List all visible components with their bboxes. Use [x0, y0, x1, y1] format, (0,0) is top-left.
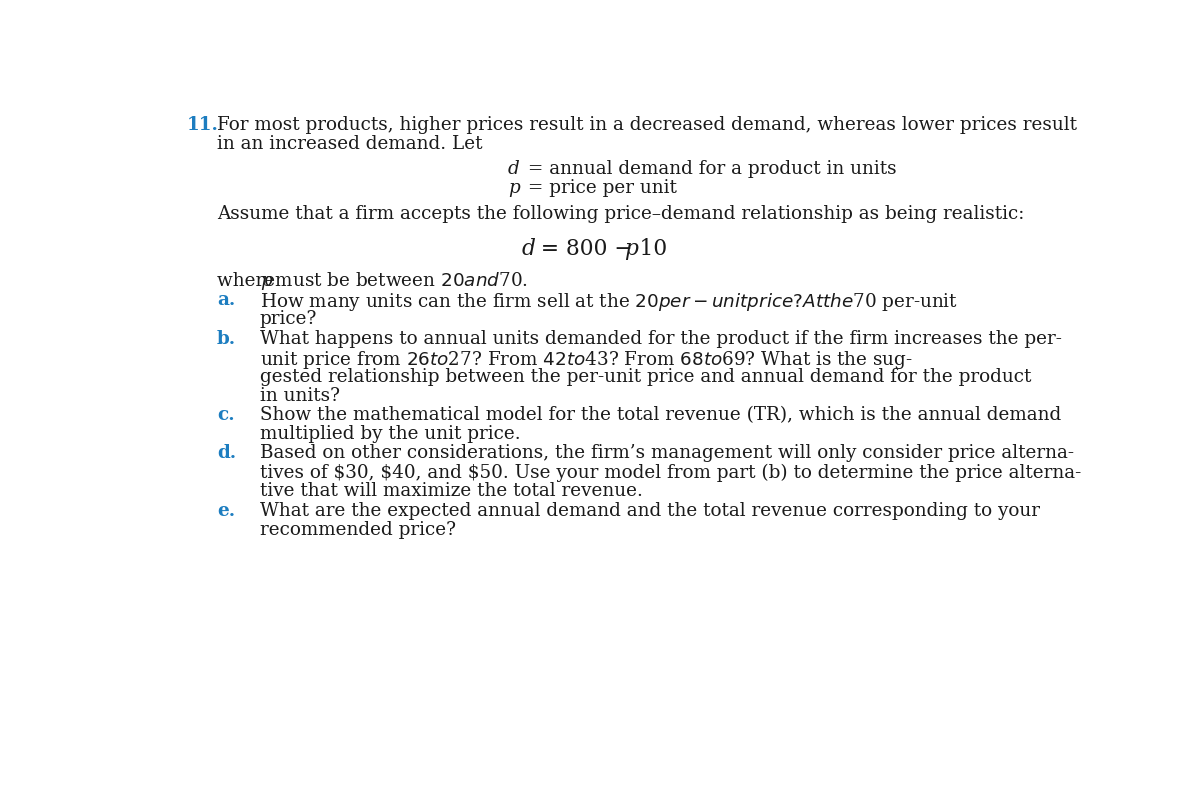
Text: What happens to annual units demanded for the product if the firm increases the : What happens to annual units demanded fo… — [259, 329, 1062, 348]
Text: For most products, higher prices result in a decreased demand, whereas lower pri: For most products, higher prices result … — [217, 116, 1076, 134]
Text: p: p — [260, 272, 272, 290]
Text: b.: b. — [217, 329, 236, 348]
Text: Assume that a firm accepts the following price–demand relationship as being real: Assume that a firm accepts the following… — [217, 205, 1025, 223]
Text: where: where — [217, 272, 281, 290]
Text: unit price from $26 to $27? From $42 to $43? From $68 to $69? What is the sug-: unit price from $26 to $27? From $42 to … — [259, 348, 913, 371]
Text: d.: d. — [217, 444, 236, 463]
Text: tive that will maximize the total revenue.: tive that will maximize the total revenu… — [259, 482, 643, 501]
Text: gested relationship between the per-unit price and annual demand for the product: gested relationship between the per-unit… — [259, 367, 1031, 386]
Text: How many units can the firm sell at the $20 per-unit price? At the $70 per-unit: How many units can the firm sell at the … — [259, 291, 958, 314]
Text: a.: a. — [217, 291, 235, 310]
Text: 11.: 11. — [187, 116, 220, 134]
Text: price?: price? — [259, 310, 317, 329]
Text: c.: c. — [217, 406, 234, 424]
Text: e.: e. — [217, 502, 235, 520]
Text: multiplied by the unit price.: multiplied by the unit price. — [259, 425, 521, 443]
Text: must be between $20 and $70.: must be between $20 and $70. — [269, 272, 528, 290]
Text: p: p — [508, 178, 520, 196]
Text: = 800 − 10: = 800 − 10 — [534, 238, 667, 261]
Text: = annual demand for a product in units: = annual demand for a product in units — [522, 160, 896, 178]
Text: recommended price?: recommended price? — [259, 520, 456, 539]
Text: d: d — [508, 160, 520, 178]
Text: Show the mathematical model for the total revenue (TR), which is the annual dema: Show the mathematical model for the tota… — [259, 406, 1061, 424]
Text: in units?: in units? — [259, 386, 340, 405]
Text: What are the expected annual demand and the total revenue corresponding to your: What are the expected annual demand and … — [259, 502, 1039, 520]
Text: = price per unit: = price per unit — [522, 178, 677, 196]
Text: in an increased demand. Let: in an increased demand. Let — [217, 135, 482, 154]
Text: p: p — [624, 238, 638, 261]
Text: tives of $30, $40, and $50. Use your model from part (b) to determine the price : tives of $30, $40, and $50. Use your mod… — [259, 463, 1081, 482]
Text: Based on other considerations, the firm’s management will only consider price al: Based on other considerations, the firm’… — [259, 444, 1074, 463]
Text: d: d — [522, 238, 536, 261]
